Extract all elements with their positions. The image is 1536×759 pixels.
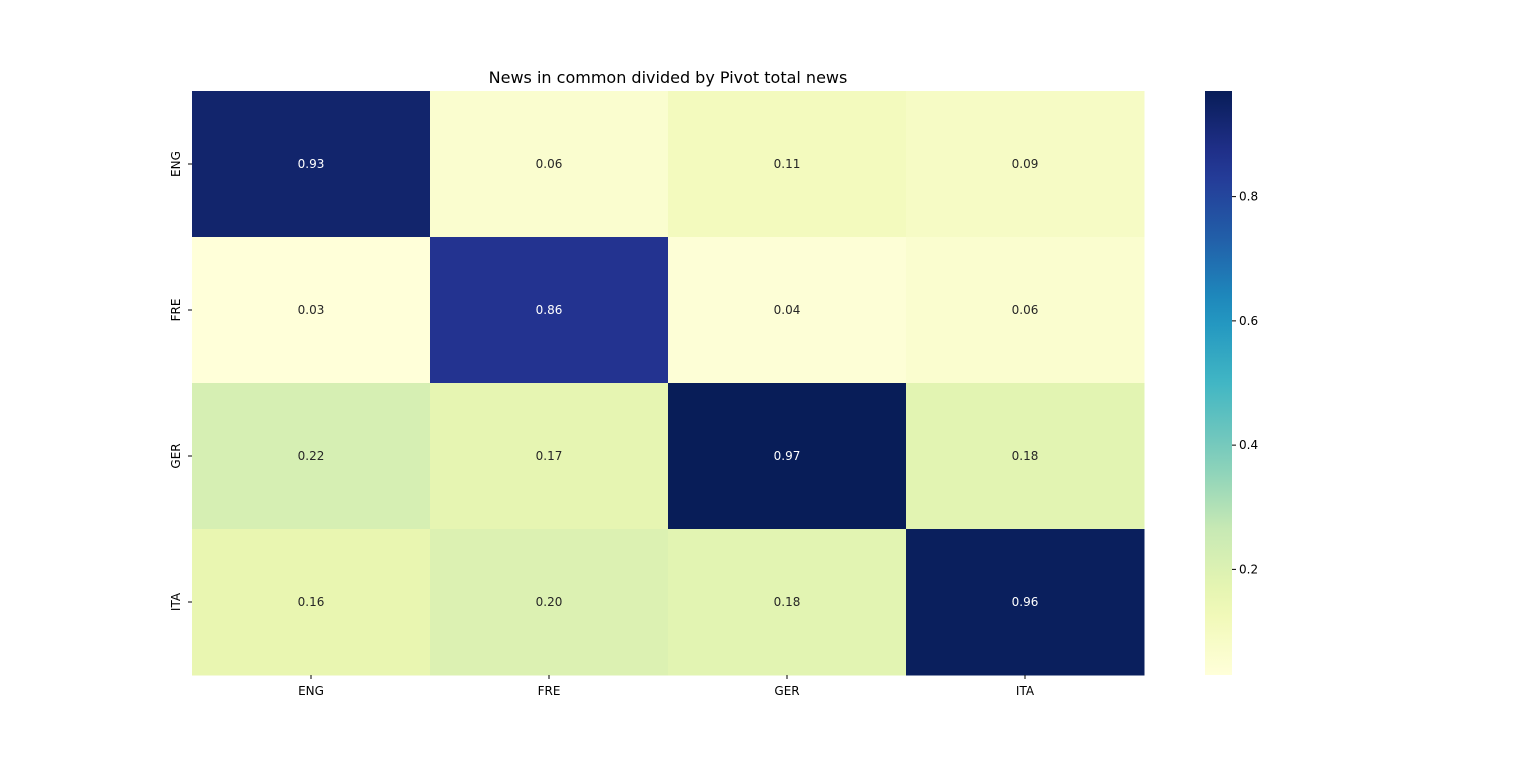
x-axis: ENG FRE GER ITA — [298, 675, 1035, 698]
heatmap-cell — [430, 237, 669, 384]
cell-value-label: 0.16 — [298, 595, 325, 609]
cell-value-label: 0.20 — [536, 595, 563, 609]
cell-value-label: 0.18 — [1012, 449, 1039, 463]
heatmap-cell — [668, 237, 907, 384]
heatmap-cell — [430, 383, 669, 530]
heatmap-cell — [668, 383, 907, 530]
x-tick-label: ITA — [1016, 684, 1035, 698]
heatmap-cells: 0.93 0.06 0.11 0.09 0.03 0.86 0.04 0.06 0.22 0.17… — [192, 91, 1145, 676]
heatmap-cell — [906, 383, 1145, 530]
cell-value-label: 0.93 — [298, 157, 325, 171]
x-tick-label: FRE — [538, 684, 561, 698]
heatmap-cell — [192, 529, 431, 676]
cell-value-label: 0.04 — [774, 303, 801, 317]
cell-value-label: 0.97 — [774, 449, 801, 463]
heatmap-cell — [906, 529, 1145, 676]
x-tick-label: ENG — [298, 684, 324, 698]
cell-value-label: 0.86 — [536, 303, 563, 317]
y-tick-label: ITA — [169, 592, 183, 611]
heatmap-cell — [906, 237, 1145, 384]
heatmap-cell — [192, 237, 431, 384]
y-tick-label: FRE — [169, 299, 183, 322]
cell-value-label: 0.06 — [1012, 303, 1039, 317]
colorbar-tick-label: 0.4 — [1239, 438, 1258, 452]
chart-title: News in common divided by Pivot total ne… — [489, 68, 848, 87]
heatmap-cell — [192, 91, 431, 238]
heatmap-cell — [668, 91, 907, 238]
y-tick-label: GER — [169, 443, 183, 468]
y-axis: ENG FRE GER ITA — [169, 151, 192, 611]
heatmap-cell — [906, 91, 1145, 238]
colorbar-tick-label: 0.6 — [1239, 314, 1258, 328]
cell-value-label: 0.06 — [536, 157, 563, 171]
heatmap-cell — [192, 383, 431, 530]
cell-value-label: 0.11 — [774, 157, 801, 171]
colorbar-tick-label: 0.8 — [1239, 190, 1258, 204]
cell-value-label: 0.03 — [298, 303, 325, 317]
colorbar: 0.2 0.4 0.6 0.8 — [1205, 91, 1258, 675]
x-tick-label: GER — [774, 684, 799, 698]
heatmap-cell — [430, 529, 669, 676]
cell-value-label: 0.96 — [1012, 595, 1039, 609]
y-tick-label: ENG — [169, 151, 183, 177]
colorbar-tick-label: 0.2 — [1239, 562, 1258, 576]
colorbar-gradient — [1205, 91, 1232, 675]
heatmap-cell — [430, 91, 669, 238]
cell-value-label: 0.18 — [774, 595, 801, 609]
cell-value-label: 0.09 — [1012, 157, 1039, 171]
cell-value-label: 0.17 — [536, 449, 563, 463]
cell-value-label: 0.22 — [298, 449, 325, 463]
heatmap-cell — [668, 529, 907, 676]
